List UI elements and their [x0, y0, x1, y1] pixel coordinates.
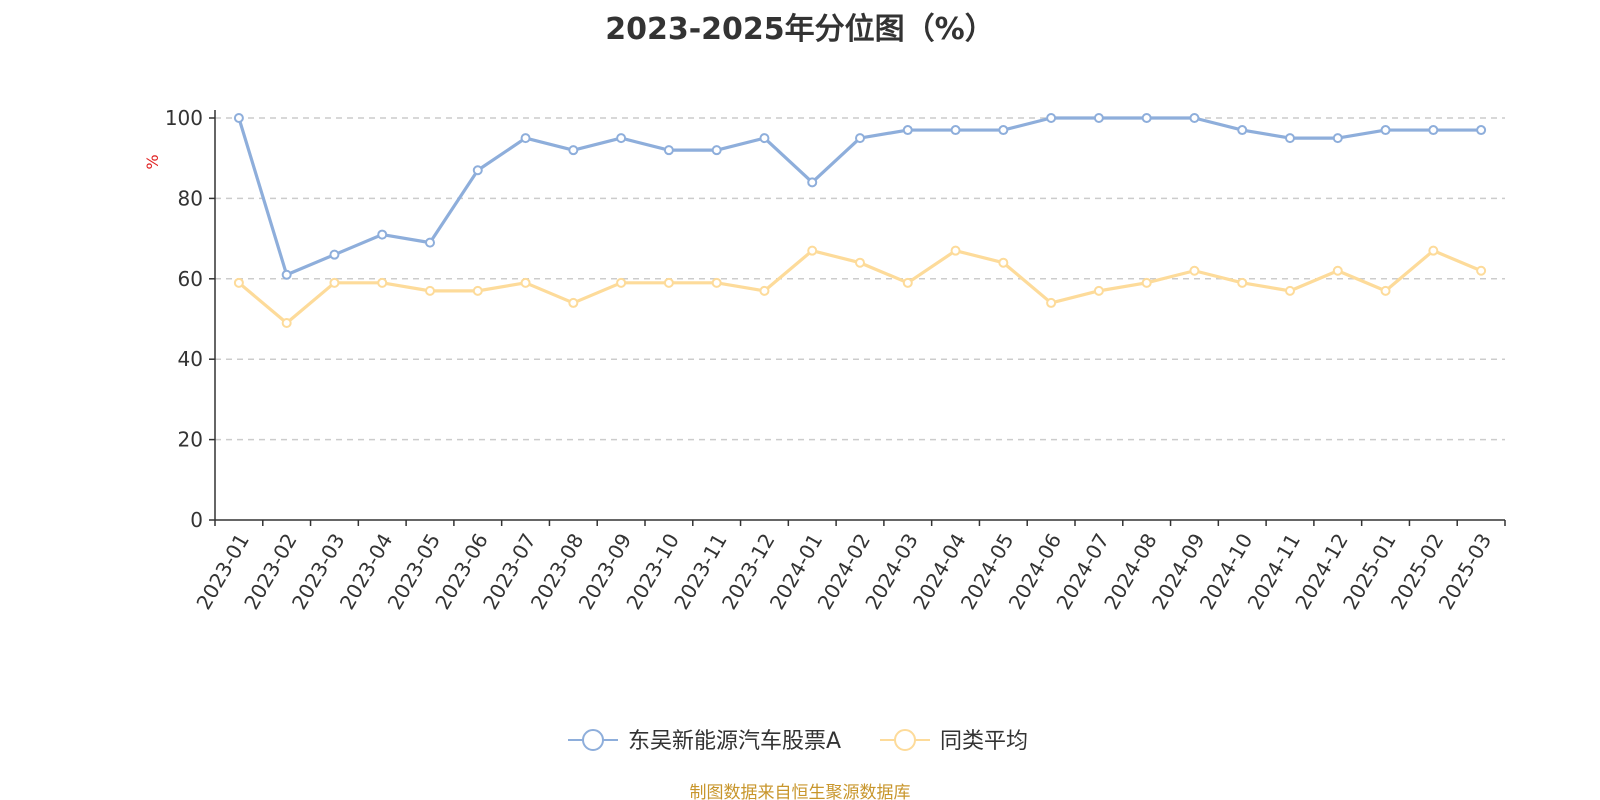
chart-title: 2023-2025年分位图（%） — [605, 12, 995, 47]
data-point[interactable] — [1332, 265, 1343, 276]
data-point[interactable] — [520, 133, 531, 144]
data-point[interactable] — [1285, 285, 1295, 296]
y-tick-label: 0 — [190, 508, 203, 532]
data-point[interactable] — [807, 177, 818, 188]
y-tick-label: 60 — [178, 267, 203, 291]
legend-marker — [894, 729, 916, 751]
data-point[interactable] — [1380, 125, 1391, 136]
legend-item-0[interactable]: 东吴新能源汽车股票A — [568, 729, 841, 754]
data-point[interactable] — [902, 125, 913, 136]
y-axis-unit-label: % — [143, 154, 162, 169]
data-point[interactable] — [281, 318, 292, 329]
data-point[interactable] — [711, 277, 722, 288]
data-source-note: 制图数据来自恒生聚源数据库 — [689, 783, 911, 800]
data-point[interactable] — [855, 133, 865, 144]
data-point[interactable] — [520, 277, 531, 288]
data-point[interactable] — [855, 257, 865, 268]
data-point[interactable] — [616, 133, 627, 144]
data-point[interactable] — [568, 297, 579, 308]
legend-marker — [582, 729, 604, 751]
data-point[interactable] — [663, 277, 674, 288]
legend-label: 东吴新能源汽车股票A — [628, 729, 841, 754]
legend-label: 同类平均 — [940, 729, 1028, 754]
data-point[interactable] — [1046, 297, 1057, 308]
data-point[interactable] — [1046, 113, 1057, 123]
grid-lines — [215, 117, 1505, 441]
data-point[interactable] — [329, 277, 340, 288]
data-point[interactable] — [329, 249, 340, 260]
legend[interactable]: 东吴新能源汽车股票A 同类平均 — [568, 729, 1028, 754]
data-point[interactable] — [1332, 133, 1343, 144]
y-tick-label: 20 — [178, 428, 203, 452]
data-point[interactable] — [1141, 113, 1152, 123]
data-point[interactable] — [1380, 285, 1391, 296]
data-point[interactable] — [950, 125, 961, 136]
data-point[interactable] — [950, 245, 961, 256]
y-tick-label: 100 — [165, 106, 203, 130]
data-point[interactable] — [1093, 285, 1104, 296]
data-point[interactable] — [759, 285, 770, 296]
data-point[interactable] — [281, 269, 292, 280]
data-point[interactable] — [1476, 265, 1487, 276]
data-point[interactable] — [425, 237, 435, 248]
data-point[interactable] — [998, 125, 1009, 136]
series-0 — [233, 113, 1487, 280]
data-point[interactable] — [377, 277, 388, 288]
data-point[interactable] — [1189, 113, 1200, 123]
data-point[interactable] — [902, 277, 913, 288]
data-point[interactable] — [1428, 245, 1439, 256]
data-point[interactable] — [377, 229, 388, 240]
data-point[interactable] — [472, 285, 483, 296]
data-point[interactable] — [1237, 125, 1248, 136]
y-tick-label: 40 — [178, 347, 203, 371]
data-point[interactable] — [233, 277, 244, 288]
data-point[interactable] — [472, 165, 483, 176]
data-point[interactable] — [1189, 265, 1200, 276]
data-point[interactable] — [1476, 125, 1487, 136]
data-point[interactable] — [759, 133, 770, 144]
data-point[interactable] — [807, 245, 818, 256]
data-point[interactable] — [1093, 113, 1104, 123]
data-point[interactable] — [616, 277, 627, 288]
data-point[interactable] — [711, 145, 722, 156]
data-point[interactable] — [663, 145, 674, 156]
data-point[interactable] — [1141, 277, 1152, 288]
data-point[interactable] — [568, 145, 579, 156]
legend-item-1[interactable]: 同类平均 — [880, 729, 1028, 754]
data-point[interactable] — [998, 257, 1009, 268]
series-1 — [233, 245, 1487, 329]
data-point[interactable] — [1285, 133, 1295, 144]
data-point[interactable] — [233, 113, 244, 123]
data-point[interactable] — [425, 285, 435, 296]
y-tick-label: 80 — [178, 186, 203, 210]
series-lines — [233, 113, 1487, 329]
data-point[interactable] — [1428, 125, 1439, 136]
data-point[interactable] — [1237, 277, 1248, 288]
